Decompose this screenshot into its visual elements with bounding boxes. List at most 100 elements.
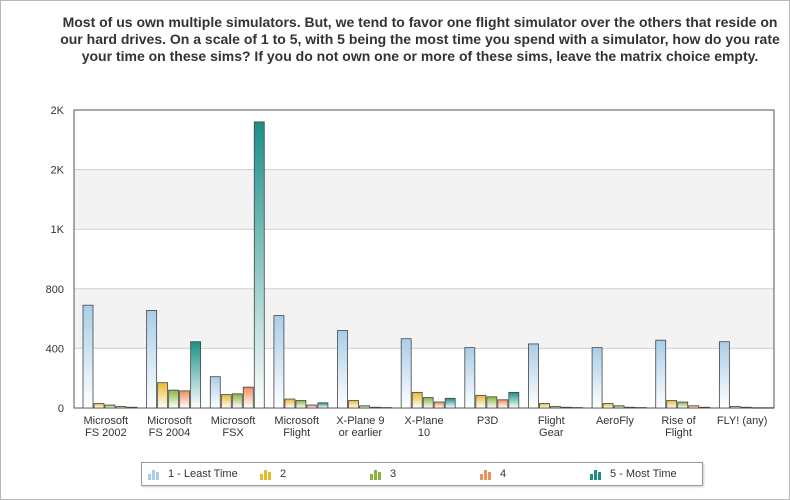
bar <box>126 406 138 409</box>
legend-label: 4 <box>500 468 507 480</box>
bar <box>370 406 381 409</box>
bar <box>486 396 498 409</box>
chart-legend: 1 - Least Time 2 3 4 5 - Most Time <box>141 462 703 486</box>
x-tick-label: Flight <box>538 415 565 427</box>
x-tick-label: P3D <box>477 415 498 427</box>
bar <box>699 406 711 409</box>
bar <box>624 406 636 409</box>
y-tick-label: 1K <box>51 224 65 236</box>
bar <box>253 121 265 409</box>
legend-item: 4 <box>474 468 584 480</box>
bar <box>539 403 550 409</box>
bar <box>433 401 445 409</box>
bar <box>284 398 296 409</box>
bar <box>718 341 730 409</box>
bar <box>168 389 180 409</box>
legend-item: 2 <box>254 468 364 480</box>
grid-band <box>74 169 774 230</box>
y-tick-label: 0 <box>58 403 64 415</box>
bar <box>740 406 752 409</box>
x-tick-label: Microsoft <box>211 415 256 427</box>
bar <box>591 347 603 409</box>
bar <box>411 391 423 409</box>
x-tick-label: Microsoft <box>84 415 129 427</box>
bar <box>359 405 370 409</box>
bar <box>190 341 202 409</box>
bar <box>444 397 456 409</box>
bar <box>561 406 572 409</box>
x-tick-label: Microsoft <box>147 415 192 427</box>
y-tick-label: 400 <box>46 343 64 355</box>
x-tick-label: FLY! (any) <box>717 415 768 427</box>
x-tick-label: Microsoft <box>274 415 319 427</box>
bar <box>146 310 158 409</box>
bar <box>82 304 94 409</box>
x-tick-label: 10 <box>418 427 430 439</box>
bar <box>688 405 700 409</box>
bar <box>550 406 561 409</box>
y-tick-label: 800 <box>46 284 64 296</box>
bar <box>93 403 105 409</box>
bar <box>209 376 221 409</box>
grid-band <box>74 288 774 349</box>
bar <box>381 407 392 409</box>
legend-label: 5 - Most Time <box>610 468 677 480</box>
bar <box>231 393 243 409</box>
chart-title: Most of us own multiple simulators. But,… <box>60 14 780 64</box>
bar <box>273 315 285 409</box>
legend-swatch <box>590 470 601 480</box>
x-tick-label: FS 2002 <box>85 427 127 439</box>
bar <box>613 405 625 409</box>
bar <box>220 394 232 409</box>
y-tick-label: 2K <box>51 105 65 117</box>
bar <box>104 404 116 409</box>
bar <box>572 407 583 409</box>
bar <box>751 407 763 409</box>
x-tick-label: Flight <box>665 427 692 439</box>
bar <box>508 391 520 409</box>
x-tick-label: Rise of <box>661 415 696 427</box>
legend-label: 1 - Least Time <box>168 468 238 480</box>
plot-border <box>73 109 775 409</box>
bar <box>422 397 434 409</box>
bar <box>317 402 329 409</box>
bar <box>337 330 348 409</box>
x-tick-label: FSX <box>222 427 244 439</box>
bar <box>179 390 191 409</box>
bar <box>115 406 127 409</box>
bar <box>655 339 667 409</box>
x-tick-label: FS 2004 <box>149 427 191 439</box>
legend-item: 1 - Least Time <box>142 468 254 480</box>
legend-label: 2 <box>280 468 287 480</box>
bar <box>602 403 614 409</box>
bar <box>677 401 689 409</box>
legend-swatch <box>370 470 381 480</box>
legend-item: 3 <box>364 468 474 480</box>
x-tick-label: AeroFly <box>596 415 634 427</box>
bar <box>464 347 476 409</box>
legend-swatch <box>480 470 491 480</box>
x-tick-label: Flight <box>283 427 310 439</box>
bar <box>729 406 741 409</box>
legend-swatch <box>148 470 159 480</box>
bar <box>157 382 169 409</box>
y-tick-label: 2K <box>51 165 65 177</box>
x-tick-label: X-Plane <box>404 415 443 427</box>
bar <box>475 394 487 409</box>
bar <box>635 407 647 409</box>
bar <box>528 343 539 409</box>
bar <box>497 399 509 409</box>
x-tick-label: X-Plane 9 <box>336 415 384 427</box>
legend-swatch <box>260 470 271 480</box>
legend-item: 5 - Most Time <box>584 468 702 480</box>
bar <box>400 338 412 409</box>
x-tick-label: Gear <box>539 427 564 439</box>
bar <box>762 407 774 409</box>
bar <box>306 404 318 409</box>
bar <box>295 400 307 409</box>
bar <box>242 386 254 409</box>
legend-label: 3 <box>390 468 397 480</box>
bar <box>666 400 678 409</box>
x-tick-label: or earlier <box>339 427 383 439</box>
